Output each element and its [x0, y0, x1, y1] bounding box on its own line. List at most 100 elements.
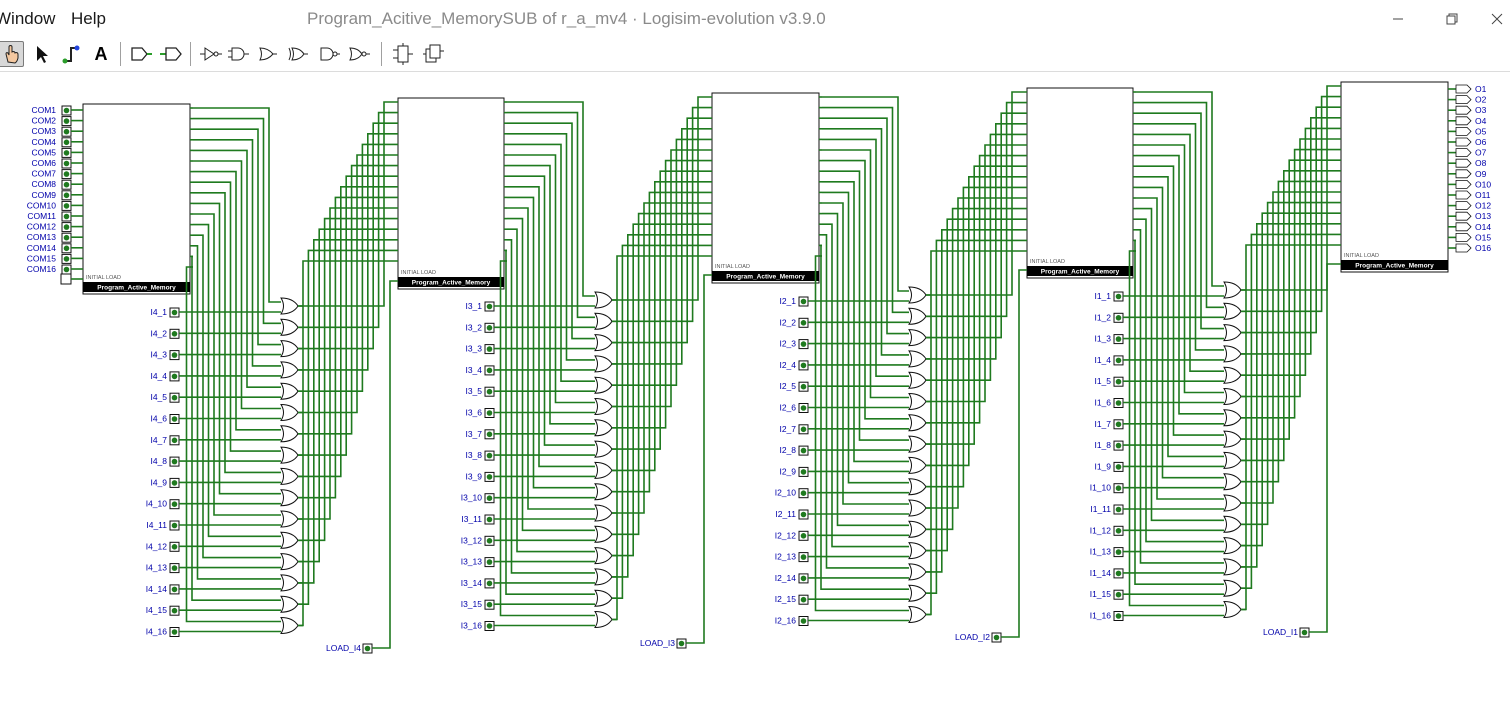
output-label: O10 [1475, 179, 1491, 189]
pin-led [171, 416, 178, 422]
poke-tool-button[interactable] [0, 41, 24, 67]
nor-gate-button[interactable] [346, 41, 372, 67]
wire [822, 212, 909, 527]
wiring-tool-button[interactable] [58, 41, 84, 67]
or-gate [1223, 387, 1242, 406]
input-label: I4_7 [150, 435, 167, 445]
wire [193, 202, 281, 495]
input-label: I3_2 [465, 322, 482, 332]
wire [822, 106, 909, 314]
input-label: I4_11 [146, 520, 167, 530]
or-gate [280, 595, 299, 613]
pin-led [63, 118, 70, 124]
pin-led [63, 234, 70, 241]
wire [926, 229, 1027, 573]
select-tool-button[interactable] [28, 41, 54, 67]
or-gate-button[interactable] [254, 41, 280, 67]
load-label: LOAD_I3 [640, 638, 675, 648]
or-gate [280, 574, 299, 592]
com-input-label: COM8 [31, 179, 56, 189]
pin-led [800, 426, 807, 433]
load-label: LOAD_I1 [1263, 627, 1298, 637]
block-label-bar [1341, 260, 1448, 270]
pin-led [63, 266, 70, 273]
input-label: I2_14 [775, 573, 797, 583]
add-input-pin-button[interactable] [128, 41, 154, 67]
wire [298, 196, 398, 499]
wire [926, 250, 1027, 616]
wire [822, 223, 909, 548]
wire [822, 191, 909, 484]
or-gate [280, 403, 299, 422]
nand-gate-button[interactable] [316, 41, 342, 67]
output-label: O15 [1475, 232, 1491, 242]
pin-led [800, 554, 807, 560]
or-gate [908, 371, 927, 389]
pin-led [800, 533, 807, 539]
wire [193, 117, 281, 325]
restore-icon [1446, 13, 1458, 25]
wire [298, 132, 398, 371]
not-gate-button[interactable] [198, 41, 224, 67]
minimize-button[interactable] [1375, 4, 1421, 34]
input-label: I3_4 [465, 365, 482, 375]
pin-led [171, 522, 178, 529]
menu-window[interactable]: Window [0, 9, 56, 28]
pin-led [486, 367, 493, 374]
wire [193, 245, 281, 580]
pin-led [1115, 378, 1122, 385]
maximize-button[interactable] [1429, 4, 1475, 34]
xor-gate-button[interactable] [284, 41, 310, 67]
input-label: I1_14 [1090, 568, 1112, 578]
circuit-schematic[interactable]: Program_Aᴄtive_Memory INITIAL LOAD Program… [0, 72, 1510, 705]
input-label: I3_16 [461, 621, 483, 631]
add-output-pin-button[interactable] [158, 41, 184, 67]
com-input-label: COM6 [31, 158, 56, 168]
nor-gate-icon [349, 47, 370, 61]
output-label: O14 [1475, 222, 1491, 232]
output-pin [1455, 84, 1472, 94]
or-gate [908, 520, 927, 538]
block-label-bar [1027, 266, 1133, 276]
input-label: I1_6 [1094, 398, 1111, 408]
block-name: Program_Aᴄtive_Memory [97, 285, 176, 292]
pin-led [171, 373, 178, 380]
output-pin [1455, 105, 1472, 115]
wire [298, 111, 398, 329]
wire [822, 202, 909, 505]
input-label: I2_2 [779, 317, 796, 327]
subcircuit-button[interactable] [390, 41, 416, 67]
circuit-canvas[interactable]: Program_Aᴄtive_Memory INITIAL LOAD Program… [0, 72, 1510, 705]
input-label: I2_16 [775, 616, 797, 626]
pin-led [800, 618, 807, 624]
wire [372, 280, 398, 649]
pin-led [1115, 315, 1122, 321]
pin-led [1115, 549, 1122, 555]
pin-led [486, 601, 493, 608]
output-pin [1455, 222, 1472, 232]
pin-led [1115, 528, 1122, 534]
pin-led [171, 352, 178, 358]
pin-led [171, 629, 178, 635]
pin-led [171, 458, 178, 465]
initial-load-label: INITIAL LOAD [715, 264, 750, 270]
subcircuit-alt-button[interactable] [420, 41, 446, 67]
and-gate-icon [228, 47, 249, 61]
com-input-label: COM12 [27, 222, 57, 232]
pin-led [486, 303, 493, 310]
or-gate [908, 584, 927, 602]
menu-help[interactable]: Help [71, 9, 106, 28]
pin-led [1115, 293, 1122, 300]
wire [822, 159, 909, 420]
or-gate [908, 563, 927, 581]
wire [193, 223, 281, 538]
input-label: I3_10 [461, 493, 483, 503]
wire [1136, 101, 1224, 309]
wire [193, 107, 281, 303]
wire [1136, 122, 1224, 351]
wire [507, 122, 595, 340]
close-button[interactable] [1483, 4, 1510, 34]
input-label: I2_15 [775, 594, 797, 604]
and-gate-button[interactable] [226, 41, 252, 67]
text-tool-button[interactable]: A [88, 41, 114, 67]
